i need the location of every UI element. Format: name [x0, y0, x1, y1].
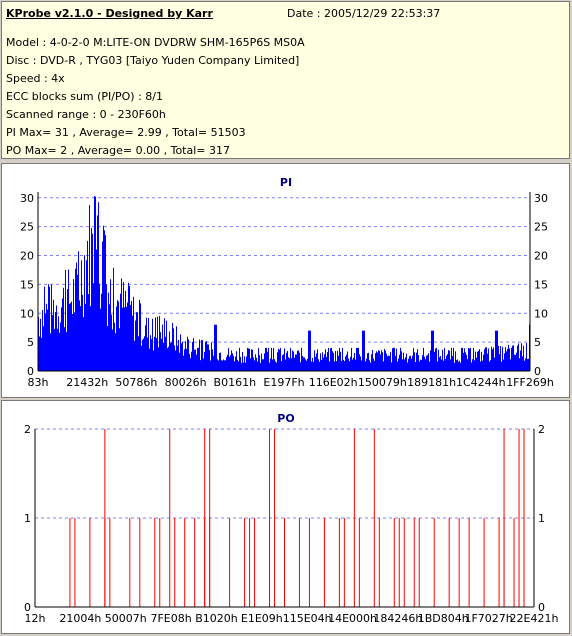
x-tick-label: 1FF269h — [506, 376, 554, 389]
x-tick-label: 1F7027h — [464, 612, 512, 625]
pi-stats-line: PI Max= 31 , Average= 2.99 , Total= 5150… — [6, 126, 246, 139]
x-tick-label: B1020h — [195, 612, 238, 625]
x-tick-label: 22E421h — [510, 612, 559, 625]
po-chart-title: PO — [277, 412, 294, 425]
y-tick-label-left: 2 — [24, 423, 31, 436]
info-panel: KProbe v2.1.0 - Designed by Karr Date : … — [1, 1, 570, 159]
x-tick-label: 7FE08h — [150, 612, 191, 625]
x-tick-label: B0161h — [214, 376, 257, 389]
x-tick-label: 21432h — [66, 376, 108, 389]
scan-date: Date : 2005/12/29 22:53:37 — [287, 7, 441, 20]
po-chart-panel: PO 0 0 1 1 2 2 12h 21004h 50007h 7FE08h B1020h E1E0… — [1, 400, 570, 634]
x-tick-label: 115E04h — [283, 612, 332, 625]
y-tick-label-right: 0 — [538, 601, 545, 614]
x-tick-label: 12h — [25, 612, 46, 625]
x-tick-label: 150079h — [358, 376, 407, 389]
x-tick-label: E197Fh — [263, 376, 304, 389]
x-tick-label: 50786h — [115, 376, 157, 389]
y-tick-label-right: 30 — [534, 192, 548, 205]
speed-line: Speed : 4x — [6, 72, 65, 85]
model-line: Model : 4-0-2-0 M:LITE-ON DVDRW SHM-165P… — [6, 36, 305, 49]
x-tick-label: 116E02h — [309, 376, 358, 389]
y-tick-label-right: 20 — [534, 250, 548, 263]
app-title: KProbe v2.1.0 - Designed by Karr — [6, 7, 213, 20]
pi-chart-title: PI — [280, 176, 292, 189]
range-line: Scanned range : 0 - 230F60h — [6, 108, 166, 121]
y-tick-label-left: 20 — [20, 250, 34, 263]
x-tick-label: 1BD804h — [418, 612, 469, 625]
x-tick-label: 184246h — [373, 612, 422, 625]
y-tick-label-left: 10 — [20, 307, 34, 320]
y-tick-label-left: 0 — [24, 601, 31, 614]
y-tick-label-left: 15 — [20, 278, 34, 291]
y-tick-label-right: 2 — [538, 423, 545, 436]
y-tick-label-left: 5 — [27, 336, 34, 349]
y-tick-label-right: 5 — [534, 336, 541, 349]
x-tick-label: 189181h — [407, 376, 456, 389]
x-tick-label: 83h — [28, 376, 49, 389]
y-tick-label-left: 30 — [20, 192, 34, 205]
y-tick-label-left: 25 — [20, 221, 34, 234]
x-tick-label: 1C4244h — [456, 376, 506, 389]
pi-chart-panel: PI 0 0 5 5 10 10 15 15 20 20 25 25 30 30 83h 21432h 5078… — [1, 163, 570, 398]
y-tick-label-right: 1 — [538, 512, 545, 525]
x-tick-label: 14E000h — [328, 612, 377, 625]
po-stats-line: PO Max= 2 , Average= 0.00 , Total= 317 — [6, 144, 230, 157]
po-chart: PO 0 0 1 1 2 2 12h 21004h 50007h 7FE08h B1020h E1E0… — [24, 412, 559, 625]
y-tick-label-right: 25 — [534, 221, 548, 234]
y-tick-label-right: 0 — [534, 365, 541, 378]
y-tick-label-right: 15 — [534, 278, 548, 291]
ecc-line: ECC blocks sum (PI/PO) : 8/1 — [6, 90, 163, 103]
y-tick-label-left: 1 — [24, 512, 31, 525]
y-tick-label-right: 10 — [534, 307, 548, 320]
x-tick-label: 50007h — [105, 612, 147, 625]
y-tick-label-left: 0 — [27, 365, 34, 378]
x-tick-label: 21004h — [59, 612, 101, 625]
pi-chart: PI 0 0 5 5 10 10 15 15 20 20 25 25 30 30 83h 21432h 5078… — [20, 176, 554, 389]
x-tick-label: 80026h — [165, 376, 207, 389]
x-tick-label: E1E09h — [241, 612, 283, 625]
disc-line: Disc : DVD-R , TYG03 [Taiyo Yuden Compan… — [6, 54, 300, 67]
